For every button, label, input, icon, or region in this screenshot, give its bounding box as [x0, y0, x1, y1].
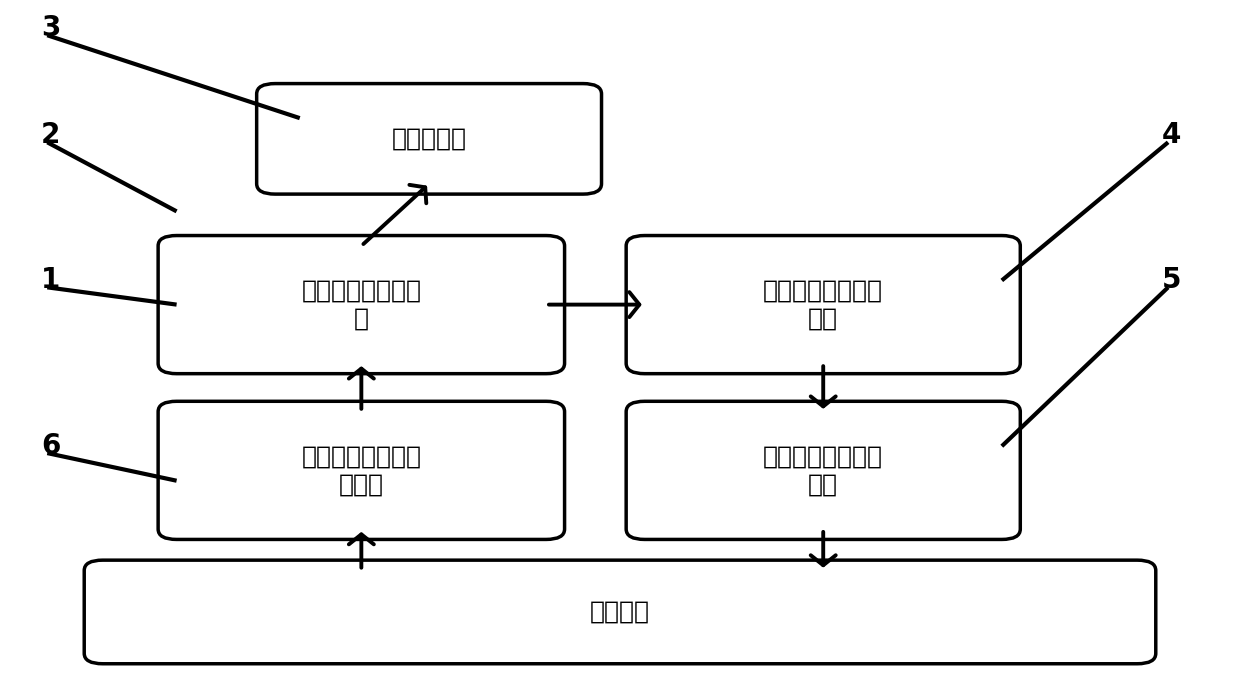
FancyBboxPatch shape [257, 84, 601, 194]
Text: 局部阳极效应反馈
单元: 局部阳极效应反馈 单元 [764, 445, 883, 496]
Text: 5: 5 [1162, 266, 1182, 294]
Text: 电流数据预处理单
元: 电流数据预处理单 元 [301, 279, 422, 331]
Text: 局部阳极效应预报
单元: 局部阳极效应预报 单元 [764, 279, 883, 331]
Text: 1: 1 [41, 266, 61, 294]
Text: 2: 2 [41, 122, 61, 150]
Text: 3: 3 [41, 15, 61, 43]
Text: 铝电解槽: 铝电解槽 [590, 600, 650, 624]
Text: 分布式阳极电流检
测单元: 分布式阳极电流检 测单元 [301, 445, 422, 496]
FancyBboxPatch shape [84, 560, 1156, 664]
Text: 6: 6 [41, 432, 61, 460]
Text: 4: 4 [1162, 122, 1182, 150]
FancyBboxPatch shape [626, 401, 1021, 540]
FancyBboxPatch shape [159, 401, 564, 540]
Text: 数据库单元: 数据库单元 [392, 127, 466, 151]
FancyBboxPatch shape [626, 236, 1021, 374]
FancyBboxPatch shape [159, 236, 564, 374]
